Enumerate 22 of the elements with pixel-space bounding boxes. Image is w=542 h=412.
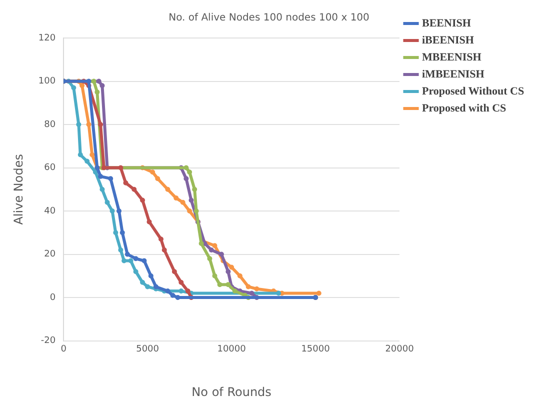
y-tick-label: 100 [38,76,56,87]
legend-label: iMBEENISH [422,68,485,80]
x-tick-label: 20000 [385,344,414,355]
x-tick-label: 15000 [301,344,330,355]
y-tick-label: 60 [44,163,56,174]
x-tick-label: 10000 [217,344,246,355]
legend-label: MBEENISH [422,51,482,64]
legend-label: Proposed Without CS [422,85,524,98]
y-tick-label: 20 [44,250,56,260]
x-tick-label: 0 [60,344,67,355]
legend-label: BEENISH [422,17,472,30]
y-tick-label: 40 [44,206,56,216]
legend-label: Proposed with CS [422,102,506,114]
y-axis-title: Alive Nodes [11,154,26,225]
y-tick-label: 0 [50,292,56,303]
legend-label: iBEENISH [422,34,474,46]
y-tick-label: -20 [40,336,56,346]
x-tick-label: 5000 [136,344,160,355]
x-axis-title: No of Rounds [192,384,272,399]
y-tick-label: 80 [44,120,56,130]
chart-title: No. of Alive Nodes 100 nodes 100 x 100 [168,12,370,24]
y-tick-label: 120 [38,33,56,44]
